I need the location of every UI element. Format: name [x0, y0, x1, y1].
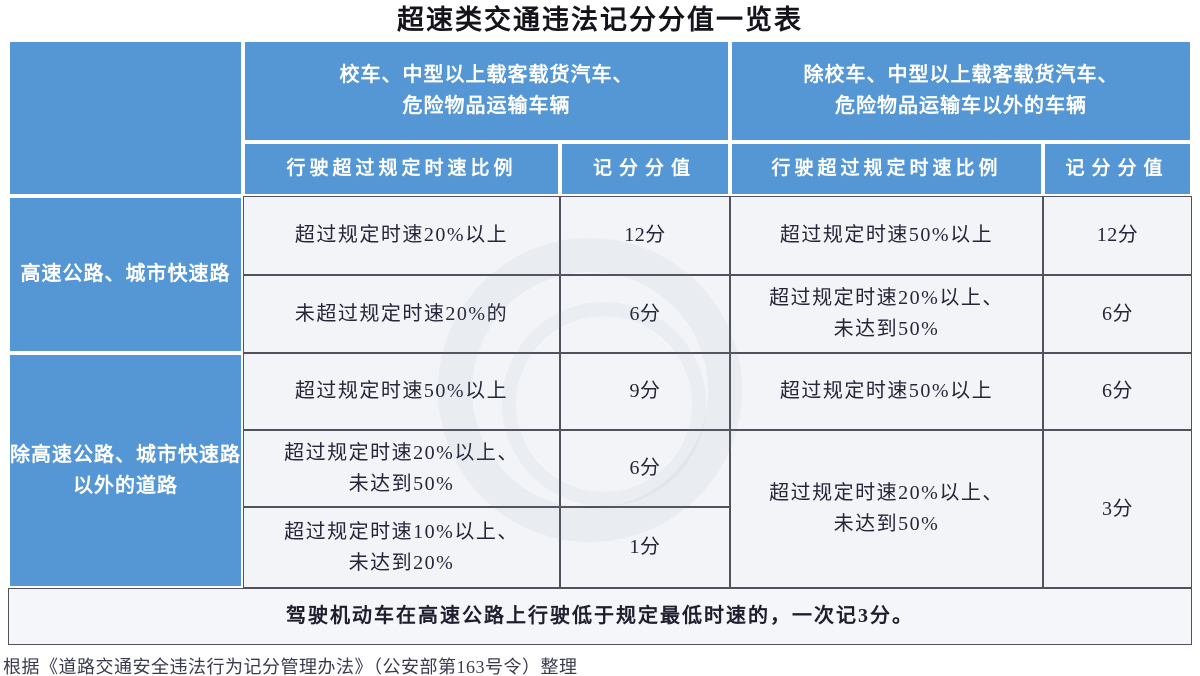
page-title: 超速类交通违法记分分值一览表	[397, 5, 803, 35]
row-group-expressway: 高速公路、城市快速路	[8, 196, 243, 353]
condition-cell-merged: 超过规定时速20%以上、 未达到50%	[730, 430, 1043, 588]
points-cell: 6分	[560, 430, 730, 507]
condition-cell: 超过规定时速20%以上	[243, 196, 560, 275]
column-group-header-other-vehicles: 除校车、中型以上载客载货汽车、 危险物品运输车以外的车辆	[730, 40, 1192, 142]
points-cell: 12分	[560, 196, 730, 275]
points-cell-merged: 3分	[1043, 430, 1192, 588]
condition-cell: 超过规定时速20%以上、 未达到50%	[730, 275, 1043, 353]
corner-cell	[8, 40, 243, 196]
subheader-speed-ratio-left: 行驶超过规定时速比例	[243, 142, 560, 196]
points-cell: 9分	[560, 353, 730, 430]
column-group-header-special-vehicles: 校车、中型以上载客载货汽车、 危险物品运输车辆	[243, 40, 730, 142]
points-cell: 6分	[560, 275, 730, 353]
speeding-points-table: 校车、中型以上载客载货汽车、 危险物品运输车辆 除校车、中型以上载客载货汽车、 …	[8, 40, 1192, 645]
attribution-text: 根据《道路交通安全违法行为记分管理办法》（公安部第163号令）整理	[3, 657, 578, 676]
points-cell: 6分	[1043, 353, 1192, 430]
condition-cell: 超过规定时速50%以上	[730, 353, 1043, 430]
subheader-speed-ratio-right: 行驶超过规定时速比例	[730, 142, 1043, 196]
condition-cell: 超过规定时速50%以上	[243, 353, 560, 430]
condition-cell: 超过规定时速20%以上、 未达到50%	[243, 430, 560, 507]
points-cell: 12分	[1043, 196, 1192, 275]
condition-cell: 超过规定时速10%以上、 未达到20%	[243, 507, 560, 588]
points-cell: 6分	[1043, 275, 1192, 353]
condition-cell: 超过规定时速50%以上	[730, 196, 1043, 275]
row-group-other-roads: 除高速公路、城市快速路 以外的道路	[8, 353, 243, 588]
footer-note: 驾驶机动车在高速公路上行驶低于规定最低时速的，一次记3分。	[8, 588, 1192, 645]
subheader-points-right: 记分分值	[1043, 142, 1192, 196]
subheader-points-left: 记分分值	[560, 142, 730, 196]
condition-cell: 未超过规定时速20%的	[243, 275, 560, 353]
points-cell: 1分	[560, 507, 730, 588]
